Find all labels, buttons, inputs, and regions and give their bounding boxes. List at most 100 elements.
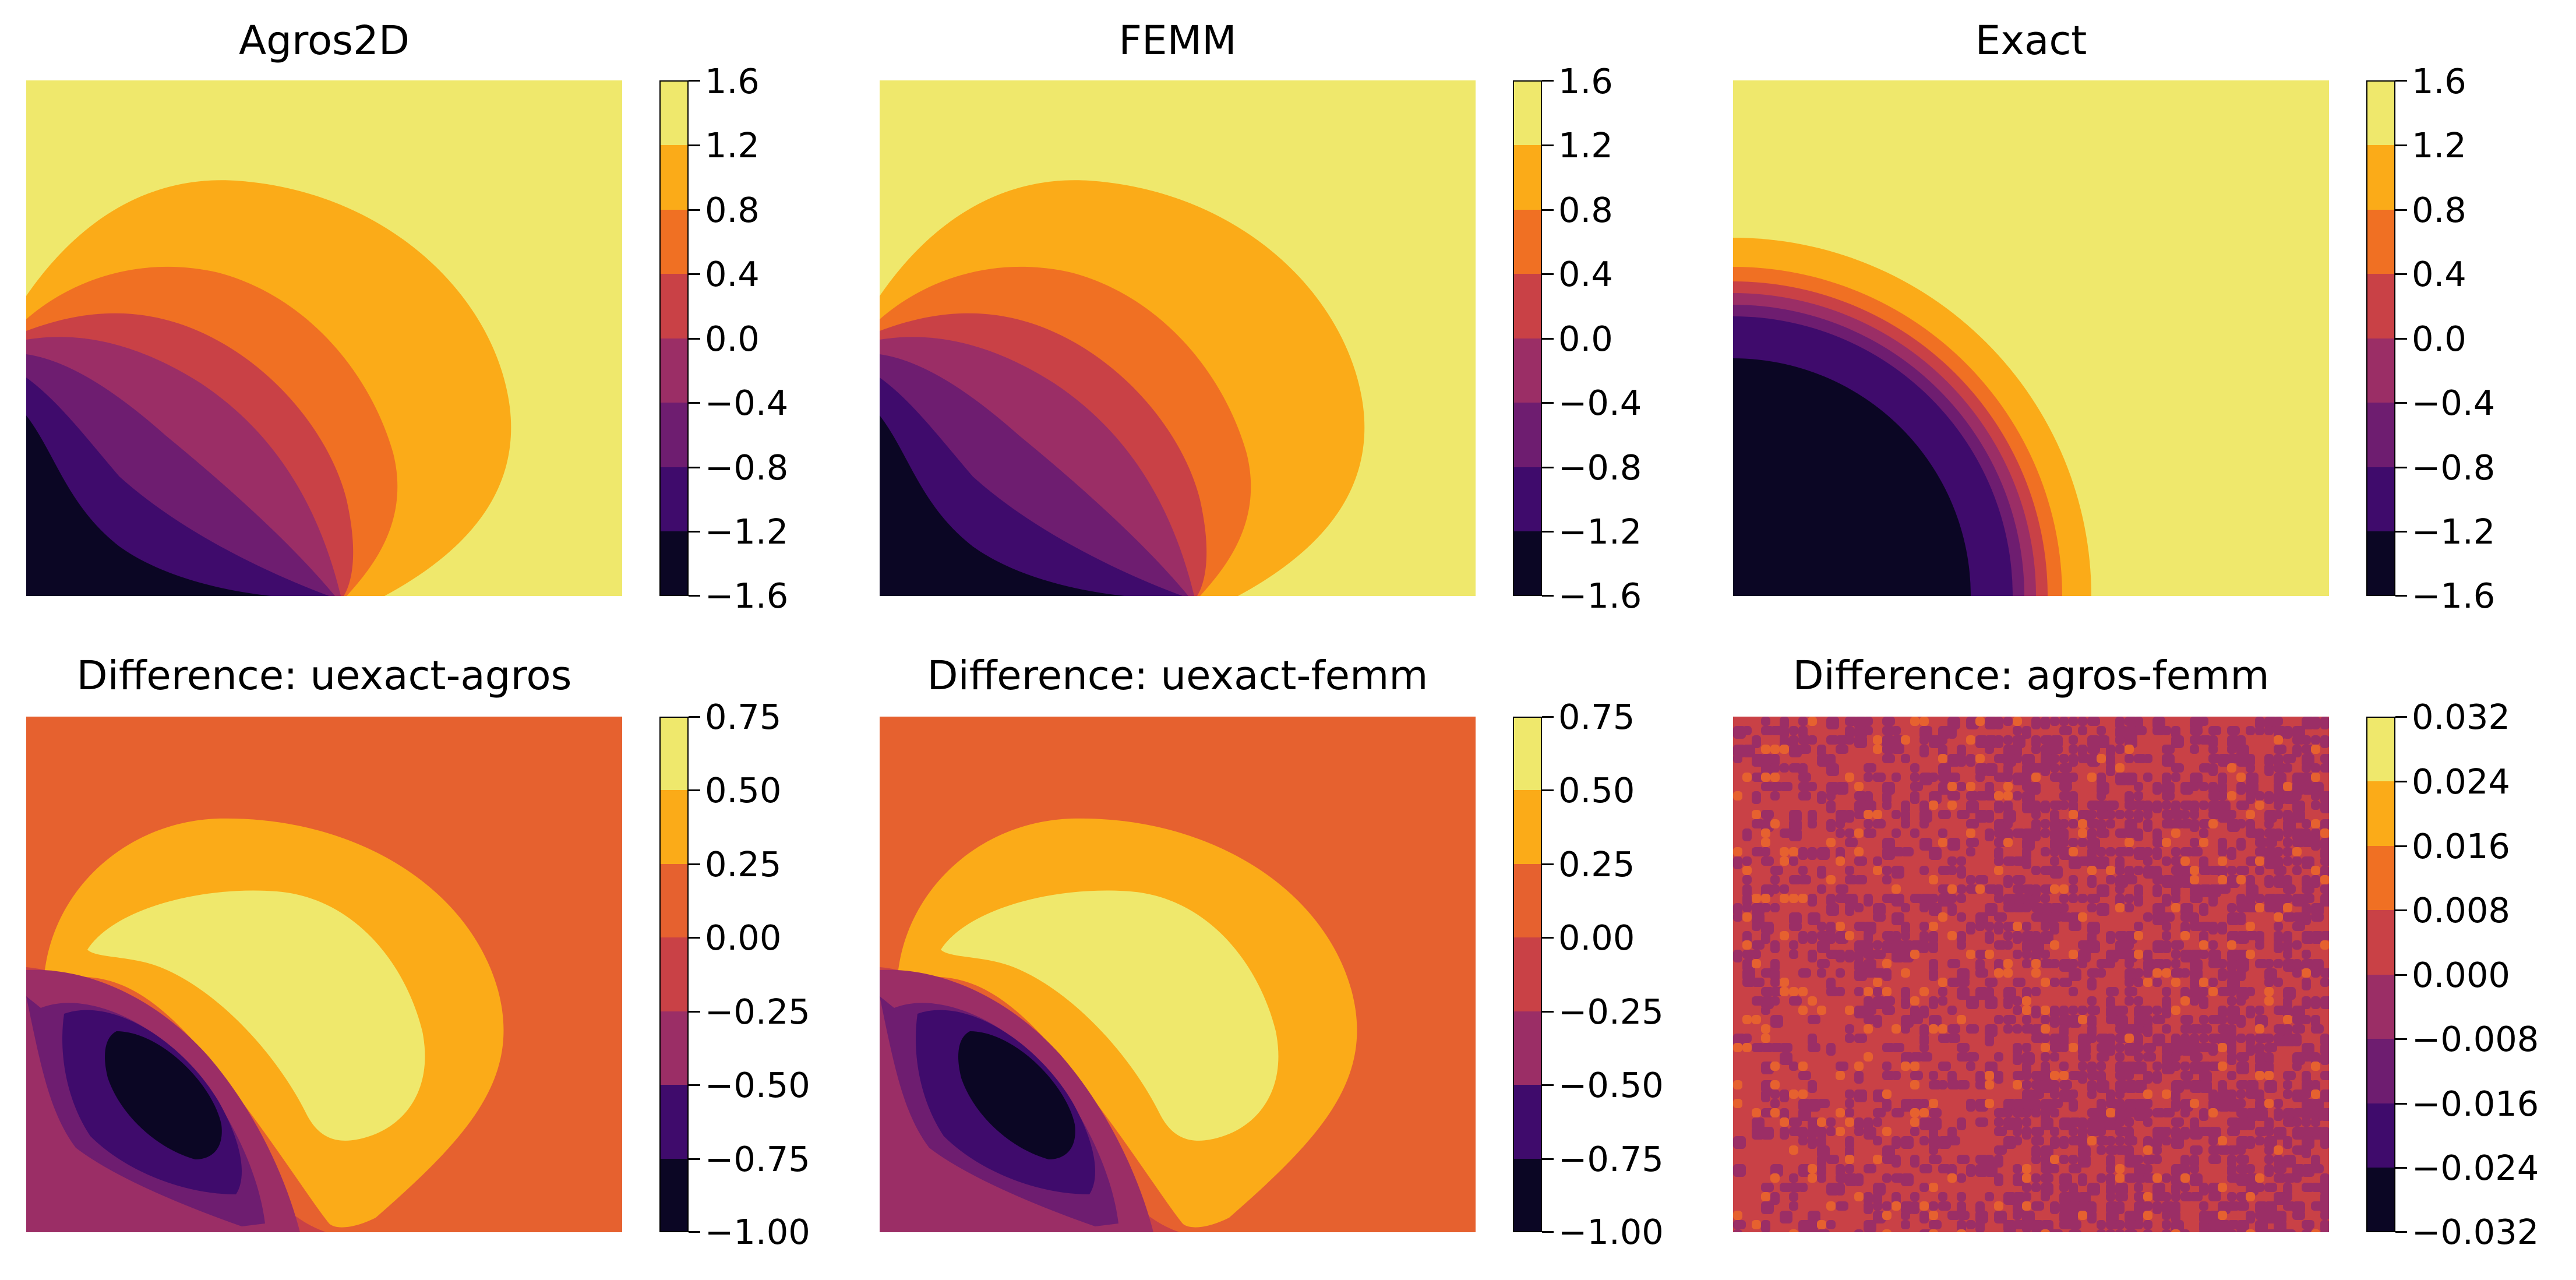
- noise-speckle: [1789, 726, 1798, 735]
- noise-speckle: [2022, 903, 2031, 912]
- noise-speckle: [1929, 1099, 1938, 1108]
- noise-speckle: [2050, 1099, 2063, 1108]
- noise-speckle: [2264, 1099, 2274, 1108]
- noise-speckle: [1910, 828, 1919, 838]
- noise-speckle: [2106, 763, 2115, 776]
- noise-speckle: [2199, 838, 2208, 847]
- noise-speckle: [1910, 717, 1919, 726]
- noise-speckle: [2311, 1229, 2320, 1232]
- noise-speckle: [2041, 819, 2050, 828]
- colorbar-segment: [1513, 790, 1542, 864]
- colorbar-segment: [659, 864, 689, 937]
- noise-speckle: [1901, 968, 1910, 978]
- noise-speckle: [2190, 996, 2199, 1006]
- noise-speckle: [1845, 1034, 1854, 1043]
- noise-speckle: [1836, 828, 1845, 838]
- noise-speckle: [2003, 717, 2013, 726]
- noise-speckle: [1761, 931, 1770, 944]
- colorbar-tick: [2395, 716, 2407, 718]
- noise-speckle: [2041, 1006, 2050, 1015]
- noise-speckle: [1919, 1183, 1929, 1192]
- noise-speckle: [1808, 894, 1817, 907]
- colorbar-tick: [1542, 863, 1554, 865]
- noise-speckle: [1994, 1015, 2003, 1024]
- noise-speckle: [2255, 940, 2264, 950]
- noise-speckle: [1994, 801, 2003, 813]
- noise-speckle: [1854, 1229, 1864, 1232]
- noise-speckle: [2134, 996, 2143, 1006]
- noise-plot-diff-agros-femm: [1733, 717, 2329, 1232]
- noise-speckle: [1854, 1173, 1864, 1186]
- noise-speckle: [1966, 1024, 1979, 1034]
- noise-speckle: [1892, 1108, 1904, 1117]
- noise-speckle: [2013, 1080, 2022, 1089]
- noise-speckle: [2059, 884, 2069, 894]
- noise-speckle: [1854, 735, 1867, 748]
- noise-speckle: [1892, 726, 1901, 735]
- noise-speckle: [2311, 1117, 2320, 1127]
- noise-speckle: [1826, 819, 1836, 832]
- noise-speckle: [1733, 1043, 1742, 1052]
- noise-speckle: [2320, 875, 2329, 884]
- noise-speckle: [1854, 1192, 1864, 1201]
- noise-speckle: [2264, 1080, 2277, 1093]
- noise-speckle: [1957, 1117, 1966, 1130]
- noise-speckle: [2003, 838, 2013, 847]
- noise-speckle: [1873, 810, 1882, 819]
- colorbar-tick: [2395, 974, 2407, 976]
- noise-speckle: [2218, 1062, 2227, 1071]
- noise-speckle: [2320, 754, 2329, 763]
- noise-speckle: [2292, 1211, 2305, 1220]
- noise-speckle: [2199, 1080, 2212, 1093]
- noise-speckle: [2292, 1024, 2305, 1034]
- noise-speckle: [2199, 1024, 2212, 1034]
- colorbar-tick: [689, 1011, 700, 1013]
- noise-speckle: [2264, 996, 2274, 1006]
- noise-speckle: [1975, 922, 1985, 931]
- noise-speckle: [2171, 1117, 2184, 1127]
- noise-speckle: [1864, 717, 1873, 726]
- noise-speckle: [2190, 1052, 2203, 1062]
- noise-speckle: [1882, 875, 1892, 884]
- noise-speckle: [1817, 1099, 1830, 1108]
- noise-speckle: [1817, 791, 1826, 804]
- noise-speckle: [2320, 828, 2329, 838]
- noise-speckle: [1752, 894, 1761, 903]
- noise-speckle: [1798, 1183, 1808, 1192]
- noise-speckle: [2134, 1183, 2143, 1192]
- noise-speckle: [2264, 791, 2274, 804]
- noise-speckle: [2143, 847, 2152, 856]
- noise-speckle: [1780, 1211, 1792, 1223]
- noise-speckle: [1864, 894, 1873, 907]
- noise-speckle: [2190, 782, 2199, 791]
- noise-speckle: [2041, 1015, 2050, 1024]
- noise-speckle: [2190, 866, 2199, 875]
- noise-speckle: [2311, 866, 2320, 875]
- noise-speckle: [1845, 735, 1854, 745]
- noise-speckle: [2274, 735, 2283, 745]
- noise-speckle: [2041, 763, 2050, 776]
- noise-speckle: [2003, 819, 2013, 828]
- noise-speckle: [1929, 996, 1938, 1009]
- colorbar-tick: [2395, 273, 2407, 275]
- noise-speckle: [1752, 1220, 1761, 1229]
- noise-speckle: [2069, 968, 2081, 981]
- noise-speckle: [2059, 838, 2069, 847]
- colorbar-segment: [2366, 910, 2395, 975]
- noise-speckle: [1752, 922, 1761, 931]
- noise-speckle: [1938, 912, 1947, 922]
- noise-speckle: [1957, 940, 1966, 950]
- noise-speckle: [1938, 1062, 1951, 1071]
- noise-speckle: [2199, 782, 2208, 791]
- noise-speckle: [1994, 912, 2007, 922]
- noise-speckle: [2087, 810, 2097, 819]
- noise-speckle: [1873, 819, 1886, 828]
- noise-speckle: [1770, 875, 1780, 884]
- colorbar-tick: [2395, 909, 2407, 911]
- noise-speckle: [2013, 1052, 2022, 1065]
- noise-speckle: [1864, 1220, 1876, 1232]
- noise-speckle: [2143, 1052, 2156, 1062]
- noise-speckle: [1770, 763, 1780, 773]
- noise-speckle: [1752, 940, 1765, 950]
- noise-speckle: [2152, 847, 2162, 860]
